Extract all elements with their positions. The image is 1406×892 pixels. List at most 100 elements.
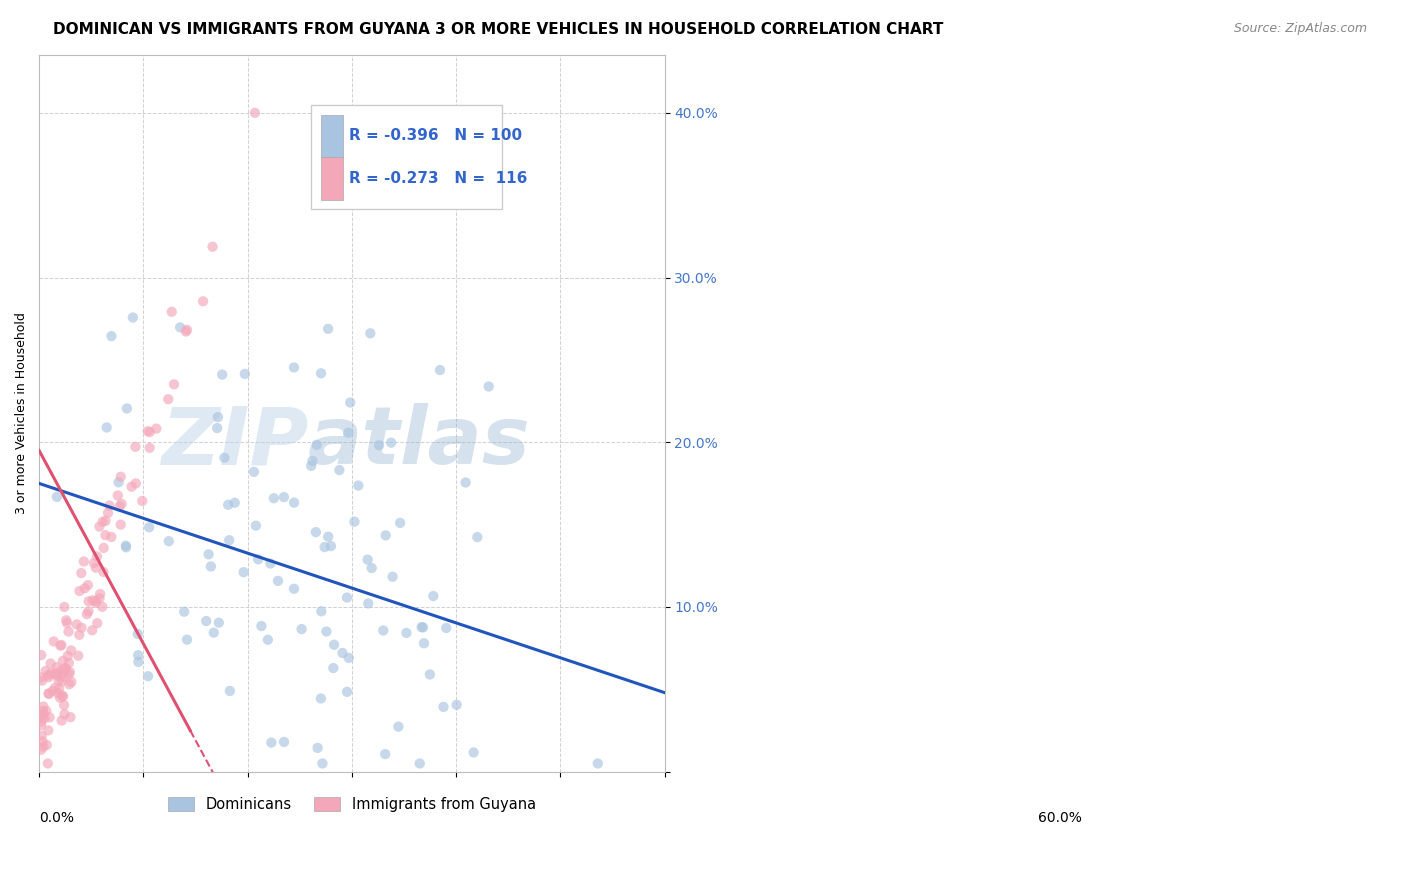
Point (100, 530, 122, 544)
Point (163, 377, 186, 392)
Point (124, 440, 146, 454)
Point (411, 620, 433, 634)
Point (283, 495, 305, 509)
Point (205, 421, 228, 435)
Point (387, 720, 409, 734)
Point (93, 541, 115, 555)
Point (31, 734, 53, 748)
Point (299, 458, 322, 473)
Point (257, 632, 280, 647)
Point (38, 710, 60, 724)
Point (84, 596, 107, 610)
Point (309, 691, 332, 706)
Point (127, 627, 149, 641)
Point (34, 711, 56, 725)
Point (42, 634, 65, 648)
Point (197, 547, 219, 561)
Point (59, 710, 82, 724)
Point (307, 740, 329, 755)
Point (202, 625, 225, 640)
Point (32, 699, 55, 714)
Point (60, 643, 83, 657)
Point (131, 494, 153, 508)
Point (374, 747, 396, 761)
Point (309, 366, 332, 380)
Point (343, 515, 366, 529)
Point (316, 530, 339, 544)
Point (30, 742, 52, 756)
Point (359, 326, 381, 341)
Point (200, 559, 222, 574)
Point (115, 541, 138, 555)
Point (83, 556, 105, 570)
Point (412, 620, 434, 634)
Point (160, 305, 183, 319)
Point (51, 663, 73, 677)
Point (37, 670, 59, 684)
Point (316, 322, 339, 336)
FancyBboxPatch shape (321, 115, 343, 157)
Point (138, 441, 160, 455)
Point (69, 584, 91, 599)
Point (86, 549, 108, 564)
Point (93, 565, 115, 579)
Point (70, 621, 93, 635)
Point (380, 435, 402, 450)
Point (211, 368, 233, 382)
Point (138, 520, 160, 534)
Text: R = -0.396   N = 100: R = -0.396 N = 100 (349, 128, 523, 144)
Point (409, 756, 432, 771)
Point (66, 617, 89, 632)
Point (58, 667, 80, 681)
Point (224, 496, 246, 510)
Point (48, 681, 70, 696)
Point (357, 597, 380, 611)
Point (53, 599, 76, 614)
Point (38, 686, 60, 700)
Point (311, 756, 333, 771)
Point (305, 438, 328, 452)
Point (263, 491, 285, 506)
Point (217, 498, 239, 512)
Point (58, 656, 80, 670)
Point (305, 525, 328, 540)
Point (35, 738, 58, 752)
Point (586, 756, 609, 771)
Point (45, 660, 67, 674)
Point (51, 714, 73, 728)
Point (232, 565, 254, 579)
Point (77, 604, 100, 618)
Point (91, 599, 114, 614)
Point (82, 624, 104, 638)
Point (259, 557, 281, 571)
Text: DOMINICAN VS IMMIGRANTS FROM GUYANA 3 OR MORE VEHICLES IN HOUSEHOLD CORRELATION : DOMINICAN VS IMMIGRANTS FROM GUYANA 3 OR… (53, 22, 943, 37)
Point (30, 709, 52, 723)
Point (121, 310, 143, 325)
Point (89, 519, 111, 533)
Point (59, 665, 82, 679)
Point (44, 681, 66, 695)
Point (46, 686, 69, 700)
Point (91, 515, 114, 529)
Point (45, 665, 67, 680)
Point (37, 668, 59, 682)
Point (39, 666, 62, 681)
Point (336, 591, 359, 605)
Point (174, 325, 197, 339)
Point (389, 516, 412, 530)
Point (207, 410, 229, 425)
Point (44, 667, 66, 681)
Point (48, 673, 70, 688)
Point (56, 615, 79, 630)
Point (336, 685, 359, 699)
Point (31, 673, 53, 688)
Point (247, 552, 270, 566)
Point (373, 624, 395, 638)
Point (37, 756, 59, 771)
Point (31, 729, 53, 743)
Point (157, 534, 180, 549)
Point (169, 320, 191, 334)
Point (243, 105, 266, 120)
Point (107, 475, 129, 490)
Point (84, 594, 107, 608)
